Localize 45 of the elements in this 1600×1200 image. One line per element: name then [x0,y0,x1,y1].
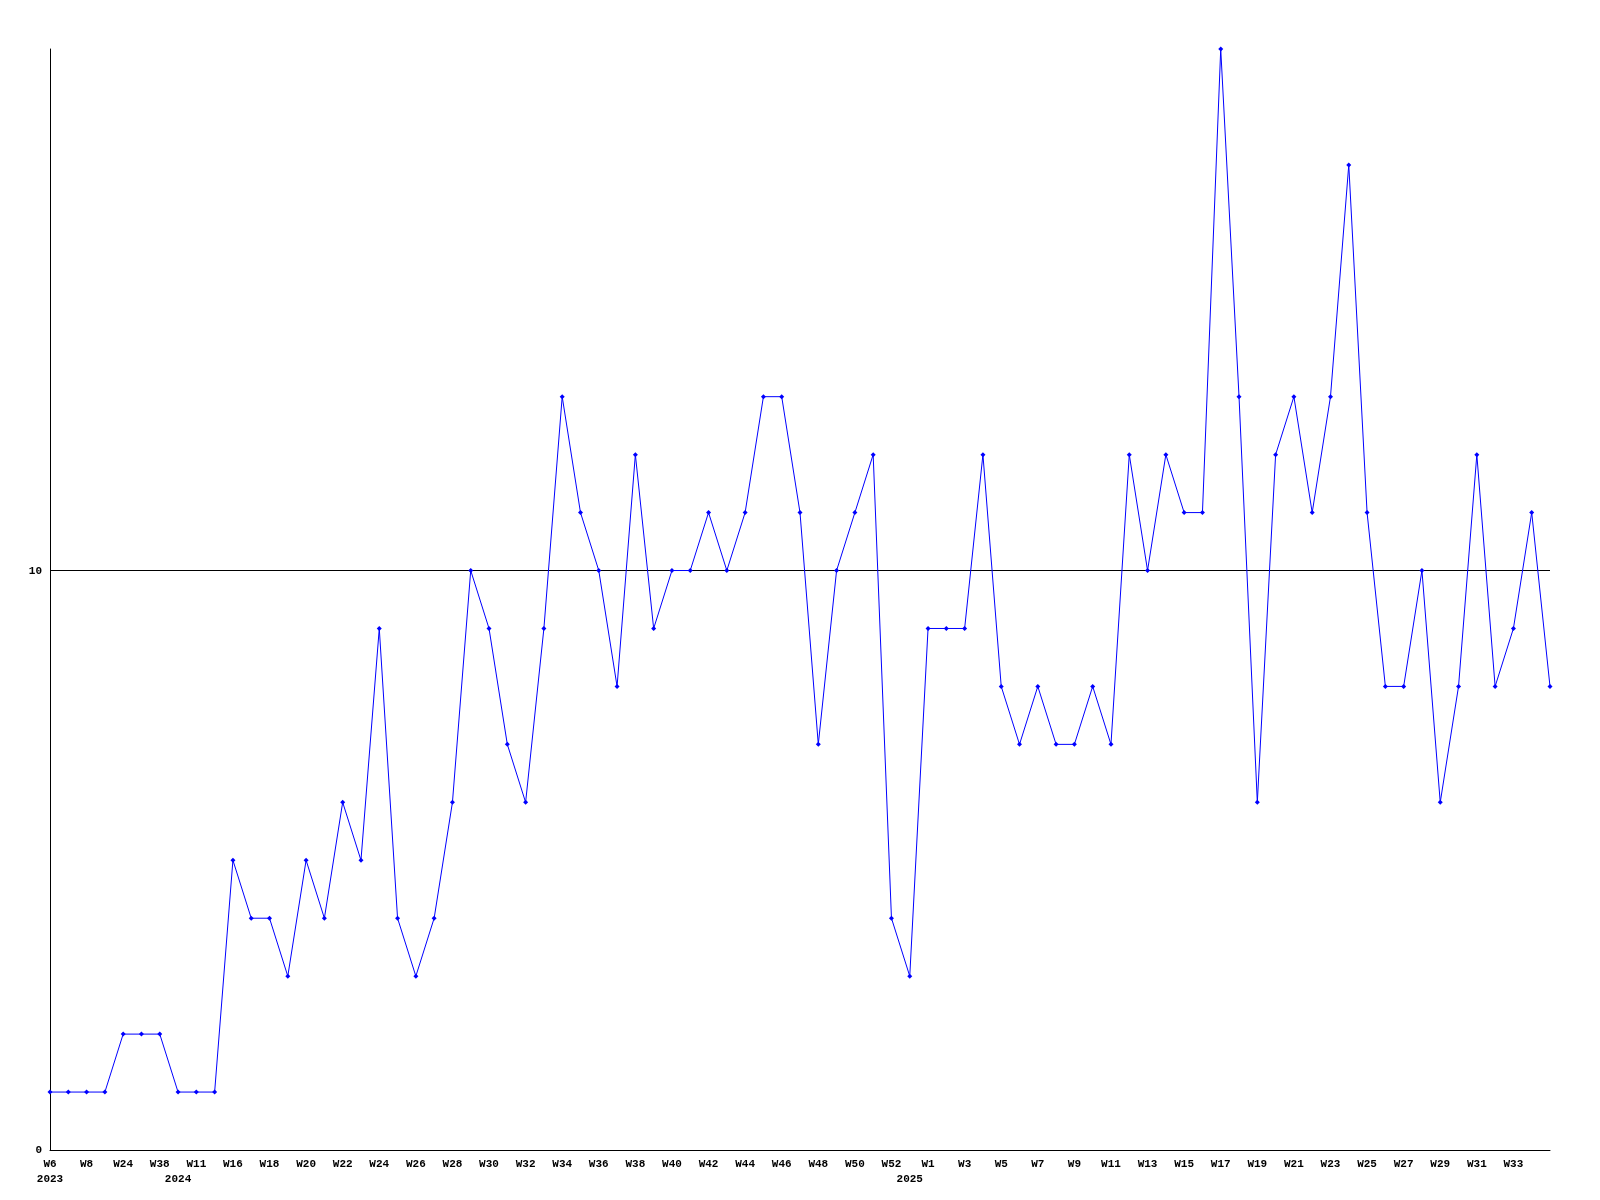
x-tick-label: W20 [296,1157,316,1170]
x-tick-label: W15 [1174,1157,1195,1170]
x-tick-label: W11 [186,1157,207,1170]
x-tick-label: W17 [1210,1157,1231,1170]
x-tick-label: W44 [735,1157,756,1170]
x-tick-label: W26 [405,1157,426,1170]
x-tick-label: W3 [958,1157,972,1170]
x-tick-label: W33 [1503,1157,1524,1170]
x-tick-label: W22 [332,1157,353,1170]
x-tick-label: W21 [1284,1157,1305,1170]
x-tick-label: W38 [625,1157,646,1170]
x-tick-label: W34 [552,1157,573,1170]
x-tick-label: W27 [1393,1157,1414,1170]
x-tick-label: 2025 [896,1172,924,1185]
x-tick-label: W40 [662,1157,682,1170]
x-tick-label: W9 [1067,1157,1081,1170]
x-tick-label: W48 [808,1157,829,1170]
x-tick-label: W36 [588,1157,609,1170]
x-tick-label: W30 [479,1157,499,1170]
x-tick-label: W18 [259,1157,280,1170]
x-tick-label: W50 [844,1157,865,1170]
x-tick-label: W8 [79,1157,94,1170]
x-tick-label: 2024 [164,1172,192,1185]
x-tick-label: W28 [442,1157,463,1170]
x-tick-label: W31 [1466,1157,1488,1170]
x-tick-label: W46 [771,1157,792,1170]
x-tick-label: W19 [1247,1157,1268,1170]
x-tick-label: W23 [1320,1157,1341,1170]
x-tick-label: W11 [1101,1157,1122,1170]
x-tick-label: W24 [113,1157,134,1170]
x-tick-label: W24 [369,1157,390,1170]
y-tick-label: 10 [28,564,42,577]
x-tick-label: W25 [1357,1157,1378,1170]
x-tick-label: W13 [1137,1157,1158,1170]
x-tick-label: W1 [921,1157,936,1170]
x-tick-label: W16 [223,1157,243,1170]
x-tick-label: W38 [149,1157,171,1170]
x-tick-label: W52 [881,1157,902,1170]
x-tick-label: W5 [994,1157,1009,1170]
y-tick-label: 0 [35,1144,42,1156]
x-tick-label: W32 [515,1157,536,1170]
x-tick-label: W7 [1031,1157,1045,1170]
x-tick-label: W42 [698,1157,719,1170]
x-tick-label: W6 2023 [36,1157,64,1185]
x-tick-label: W29 [1430,1157,1451,1170]
